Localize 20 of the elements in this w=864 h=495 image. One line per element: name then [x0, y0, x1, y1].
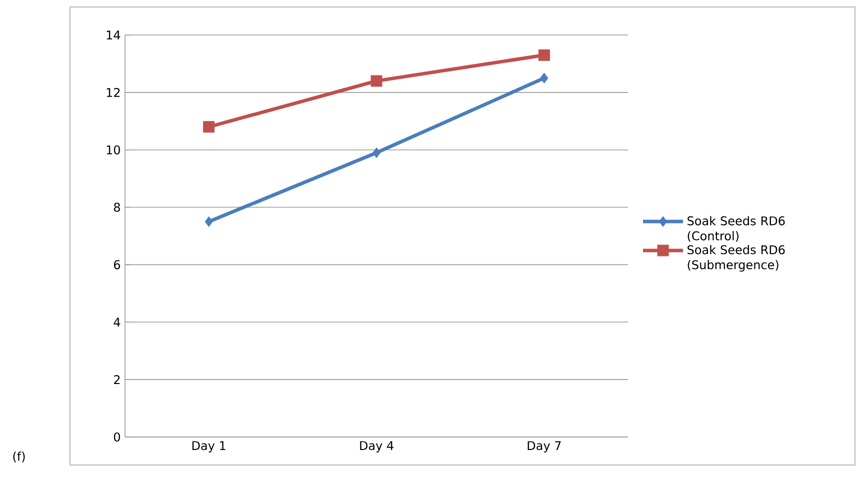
- point: [370, 75, 382, 87]
- point: [204, 216, 213, 227]
- y-tick-label: 12: [106, 88, 120, 97]
- y-tick-label: 4: [114, 318, 120, 327]
- text: (f): [13, 452, 25, 462]
- legend-label: Soak Seeds RD6 (Control): [688, 216, 785, 242]
- y-tick-label: 2: [114, 375, 120, 384]
- y-tick-label: 6: [114, 260, 120, 270]
- y-tick-label: 14: [106, 30, 120, 40]
- point: [538, 49, 550, 61]
- point: [372, 147, 381, 158]
- x-tick-label: Day 7: [528, 441, 561, 452]
- x-tick-label: Day 1: [192, 441, 226, 452]
- y-tick-label: 10: [106, 145, 120, 154]
- legend-label: Soak Seeds RD6 (Submergence): [688, 245, 785, 272]
- y-tick-label: 0: [114, 432, 120, 442]
- point: [203, 121, 215, 133]
- point: [540, 72, 548, 84]
- y-tick-label: 8: [114, 202, 120, 212]
- x-tick-label: Day 4: [360, 441, 394, 452]
